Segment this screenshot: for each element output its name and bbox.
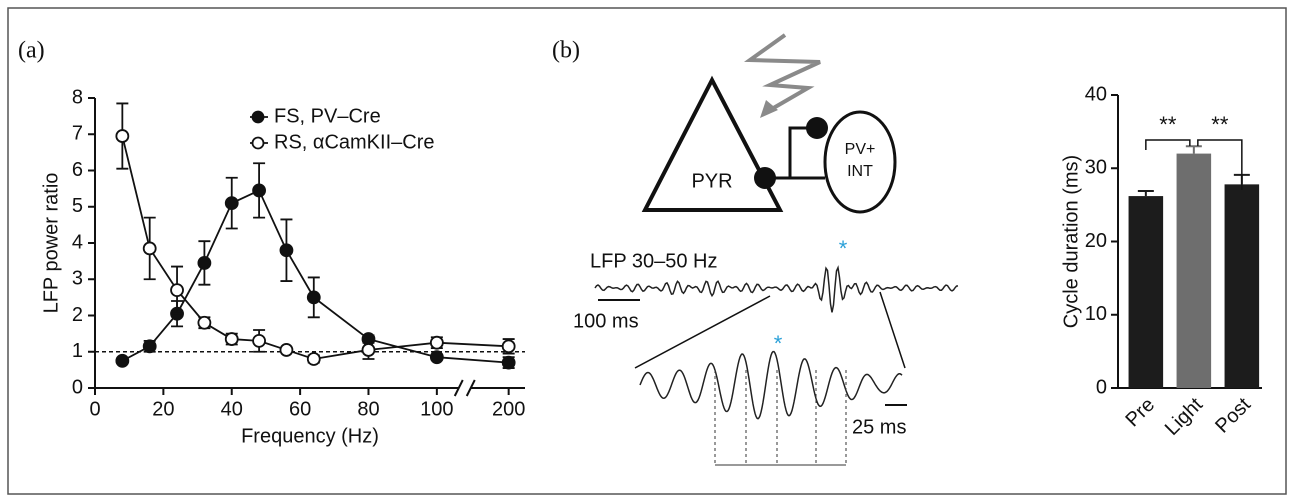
y-tick-label: 7 <box>72 123 83 145</box>
peak-marker: * <box>839 236 848 261</box>
x-tick-label: 20 <box>152 398 174 420</box>
x-tick-label: 0 <box>89 398 100 420</box>
panel-label: (a) <box>18 38 45 64</box>
x-tick-label: Pre <box>1122 394 1160 432</box>
data-point <box>429 335 444 350</box>
data-point <box>252 183 266 198</box>
y-tick-label: 20 <box>1085 230 1107 252</box>
cycle-markers <box>714 370 847 466</box>
panel-label: (b) <box>552 38 580 64</box>
data-point <box>501 339 516 354</box>
frame <box>7 7 1287 495</box>
lfp-trace-zoom <box>639 350 903 420</box>
y-tick-label: 1 <box>72 340 83 362</box>
series-line <box>121 189 509 364</box>
circuit-diagram: PYR PV+ INT LFP 30–50 Hz 100 ms 25 ms * … <box>573 33 959 466</box>
legend-marker <box>251 110 265 124</box>
light-arrow <box>760 100 778 118</box>
trace-label: LFP 30–50 Hz <box>590 250 718 272</box>
data-point <box>115 129 130 143</box>
legend-marker <box>251 136 265 150</box>
x-tick-label: 80 <box>357 398 379 420</box>
x-tick-label: Post <box>1211 393 1255 437</box>
y-tick-label: 8 <box>72 86 83 108</box>
y-axis-label: Cycle duration (ms) <box>1060 155 1082 328</box>
y-tick-label: 3 <box>72 268 83 290</box>
cell-label: INT <box>847 163 873 180</box>
interneuron <box>823 110 897 214</box>
bar <box>1128 196 1164 388</box>
data-point <box>429 350 444 365</box>
data-point <box>279 343 294 357</box>
data-point <box>197 256 212 270</box>
significance-bracket <box>1197 139 1243 190</box>
lfp-trace <box>594 265 959 313</box>
y-tick-label: 0 <box>1096 376 1107 398</box>
data-point <box>501 355 516 370</box>
data-point <box>115 353 130 368</box>
data-point <box>252 333 266 348</box>
legend-label: FS, PV–Cre <box>274 105 381 127</box>
bar <box>1176 153 1212 388</box>
y-tick-label: 5 <box>72 195 83 217</box>
cell-label: PYR <box>691 170 732 192</box>
data-point <box>306 352 321 366</box>
y-tick-label: 30 <box>1085 157 1107 179</box>
axis-break <box>453 379 464 397</box>
x-tick-label: Light <box>1161 393 1208 440</box>
data-point <box>170 283 184 298</box>
data-point <box>224 332 239 346</box>
error-bar <box>1185 145 1202 154</box>
light-bolt <box>743 33 821 112</box>
zoom-line <box>634 295 771 369</box>
data-point <box>306 290 321 305</box>
data-point <box>279 243 294 258</box>
axis-break <box>465 379 476 397</box>
x-tick-label: 200 <box>492 398 525 420</box>
y-tick-label: 6 <box>72 159 83 181</box>
y-tick-label: 40 <box>1085 83 1107 105</box>
y-tick-label: 4 <box>72 231 83 253</box>
y-tick-label: 10 <box>1085 303 1107 325</box>
pyramidal-cell <box>641 75 784 212</box>
y-axis-label: LFP power ratio <box>40 173 62 314</box>
data-point <box>142 339 157 354</box>
peak-marker: * <box>774 331 783 356</box>
data-point <box>142 241 157 256</box>
zoom-line <box>879 291 906 369</box>
data-point <box>361 343 376 357</box>
synapse <box>806 117 828 139</box>
significance-label: ** <box>1211 112 1229 137</box>
x-tick-label: 40 <box>221 398 243 420</box>
bar <box>1224 184 1260 388</box>
error-bar <box>1137 189 1154 197</box>
x-tick-label: 100 <box>420 398 453 420</box>
scale-label: 25 ms <box>852 416 906 438</box>
significance-bracket <box>1145 139 1191 150</box>
x-axis-label: Frequency (Hz) <box>241 425 379 447</box>
significance-label: ** <box>1159 112 1177 137</box>
x-tick-label: 60 <box>289 398 311 420</box>
cell-label: PV+ <box>845 141 876 158</box>
scale-label: 100 ms <box>573 310 639 332</box>
legend-label: RS, αCamKII–Cre <box>274 131 435 153</box>
synapse <box>754 167 776 189</box>
data-point <box>224 196 239 211</box>
y-tick-label: 2 <box>72 304 83 326</box>
data-point <box>197 315 212 330</box>
y-tick-label: 0 <box>72 376 83 398</box>
